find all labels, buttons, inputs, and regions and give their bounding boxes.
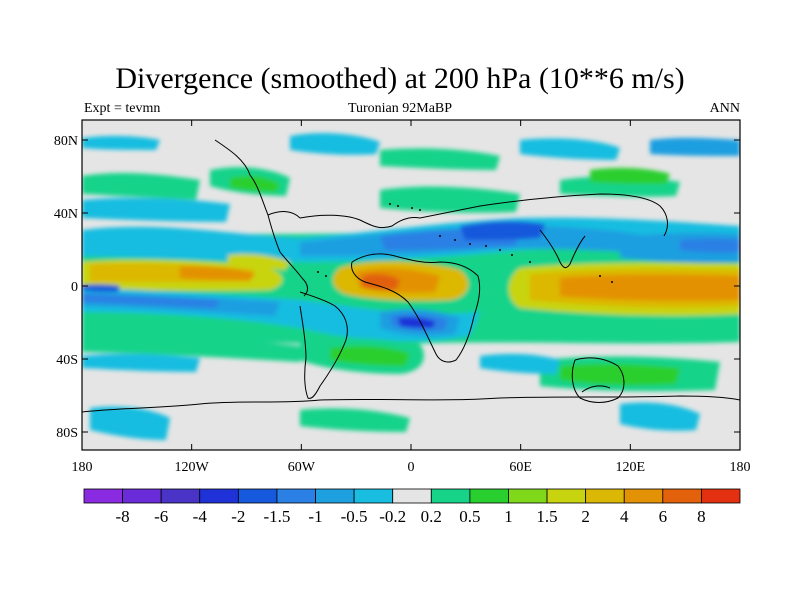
lat-tick-label: 40S (56, 353, 78, 368)
lat-tick-label: 80N (54, 134, 78, 149)
axis-ticks (81, 120, 741, 450)
coast-africa (351, 253, 481, 363)
colorbar-level-label: -0.2 (379, 507, 407, 526)
colorbar-level-label: 1 (504, 507, 513, 526)
colorbar-swatch (237, 488, 278, 504)
period-label: Turonian 92MaBP (347, 101, 453, 116)
colorbar-swatch (662, 488, 702, 504)
plot-title: Divergence (smoothed) at 200 hPa (10**6 … (115, 62, 685, 95)
colorbar-level-label: -8 (115, 507, 130, 526)
colorbar-swatch (315, 488, 355, 504)
colorbar-swatch (392, 488, 432, 504)
colorbar-swatch (546, 488, 587, 504)
colorbar-level-label: -0.5 (340, 507, 368, 526)
colorbar-swatch (469, 488, 509, 504)
colorbar-swatch (199, 488, 239, 504)
colorbar-level-label: 2 (581, 507, 590, 526)
lon-tick-label: 180 (730, 460, 751, 475)
experiment-label: Expt = tevmn (84, 101, 161, 116)
coast-antarctica (82, 395, 740, 413)
colorbar-swatch (430, 488, 471, 504)
lon-tick-label: 60W (288, 460, 316, 475)
lon-tick-label: 180 (72, 460, 93, 475)
colorbar-level-label: 4 (619, 507, 629, 526)
lat-tick-label: 40N (54, 207, 78, 222)
colorbar-level-label: -4 (192, 507, 207, 526)
longitude-axis-labels: 180 120W 60W 0 60E 120E 180 (72, 460, 751, 475)
latitude-axis-labels: 80N 40N 0 40S 80S (54, 134, 78, 441)
colorbar-level-label: 0.2 (420, 507, 442, 526)
colorbar-level-label: 0.5 (459, 507, 481, 526)
coast-india (539, 229, 586, 269)
colorbar-swatch (353, 488, 394, 504)
lon-tick-label: 120E (616, 460, 646, 475)
colorbar-level-label: -1.5 (263, 507, 291, 526)
colorbar-swatch (701, 488, 741, 504)
lat-tick-label: 80S (56, 426, 78, 441)
coastlines (82, 139, 740, 413)
colorbar-swatch (585, 488, 625, 504)
colorbar-level-label: 1.5 (536, 507, 558, 526)
lon-tick-label: 60E (509, 460, 532, 475)
colorbar-swatch (122, 488, 162, 504)
coast-north-america (214, 139, 309, 297)
colorbar (83, 488, 741, 504)
colorbar-swatch (160, 488, 201, 504)
coast-europe-asia (299, 193, 668, 237)
colorbar-level-label: 6 (658, 507, 668, 526)
colorbar-swatch (623, 488, 664, 504)
divergence-field (82, 133, 740, 440)
season-label: ANN (709, 101, 740, 116)
colorbar-level-label: -2 (231, 507, 246, 526)
colorbar-swatch (508, 488, 548, 504)
lat-tick-label: 0 (71, 280, 78, 295)
colorbar-level-label: 8 (697, 507, 706, 526)
coast-australia (571, 357, 625, 403)
colorbar-level-label: -1 (308, 507, 323, 526)
lon-tick-label: 120W (175, 460, 210, 475)
coast-south-america (299, 291, 348, 399)
colorbar-swatch (83, 488, 123, 504)
colorbar-swatch (276, 488, 316, 504)
lon-tick-label: 0 (408, 460, 415, 475)
coast-island-dots (317, 203, 613, 283)
colorbar-level-label: -6 (154, 507, 169, 526)
